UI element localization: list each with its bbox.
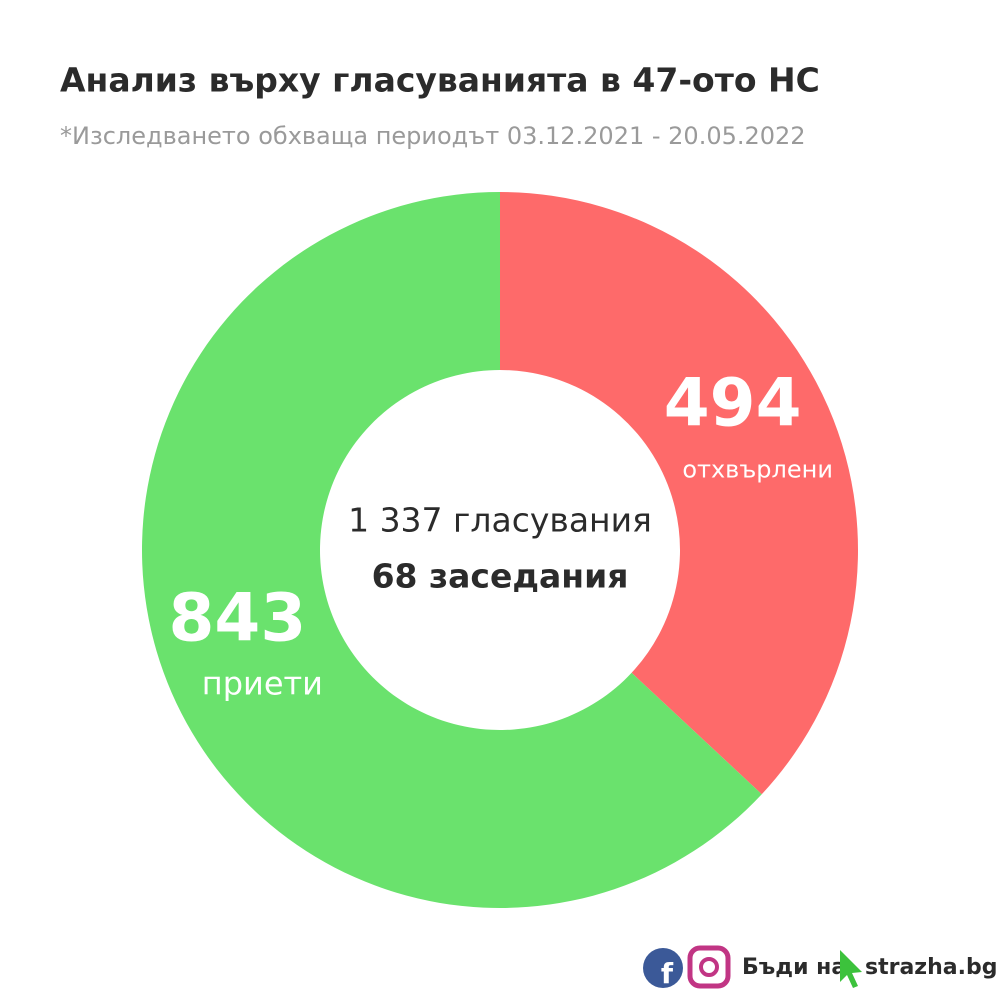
donut: [141, 192, 858, 908]
value-label: 494: [664, 364, 802, 441]
instagram-lens: [699, 957, 719, 977]
slice: [141, 192, 762, 908]
center-total: 1 337 гласувания: [348, 501, 652, 540]
center-sessions: 68 заседания: [372, 557, 629, 596]
footer: f Бъди на strazha.bg: [643, 945, 997, 990]
slice: [500, 192, 858, 795]
slice-label: отхвърлени: [682, 455, 833, 483]
footer-site[interactable]: strazha.bg: [865, 955, 997, 980]
facebook-icon[interactable]: [643, 948, 683, 988]
chart-title: Анализ върху гласуванията в 47-ото НС: [60, 61, 820, 100]
value-label: 843: [168, 580, 306, 657]
facebook-glyph: f: [661, 957, 674, 990]
footer-text: Бъди на: [742, 955, 846, 980]
chart-subtitle: *Изследването обхваща периодът 03.12.202…: [60, 122, 806, 150]
cursor-icon: [840, 950, 862, 988]
instagram-icon[interactable]: [687, 945, 731, 989]
slice-label: приети: [202, 665, 323, 703]
